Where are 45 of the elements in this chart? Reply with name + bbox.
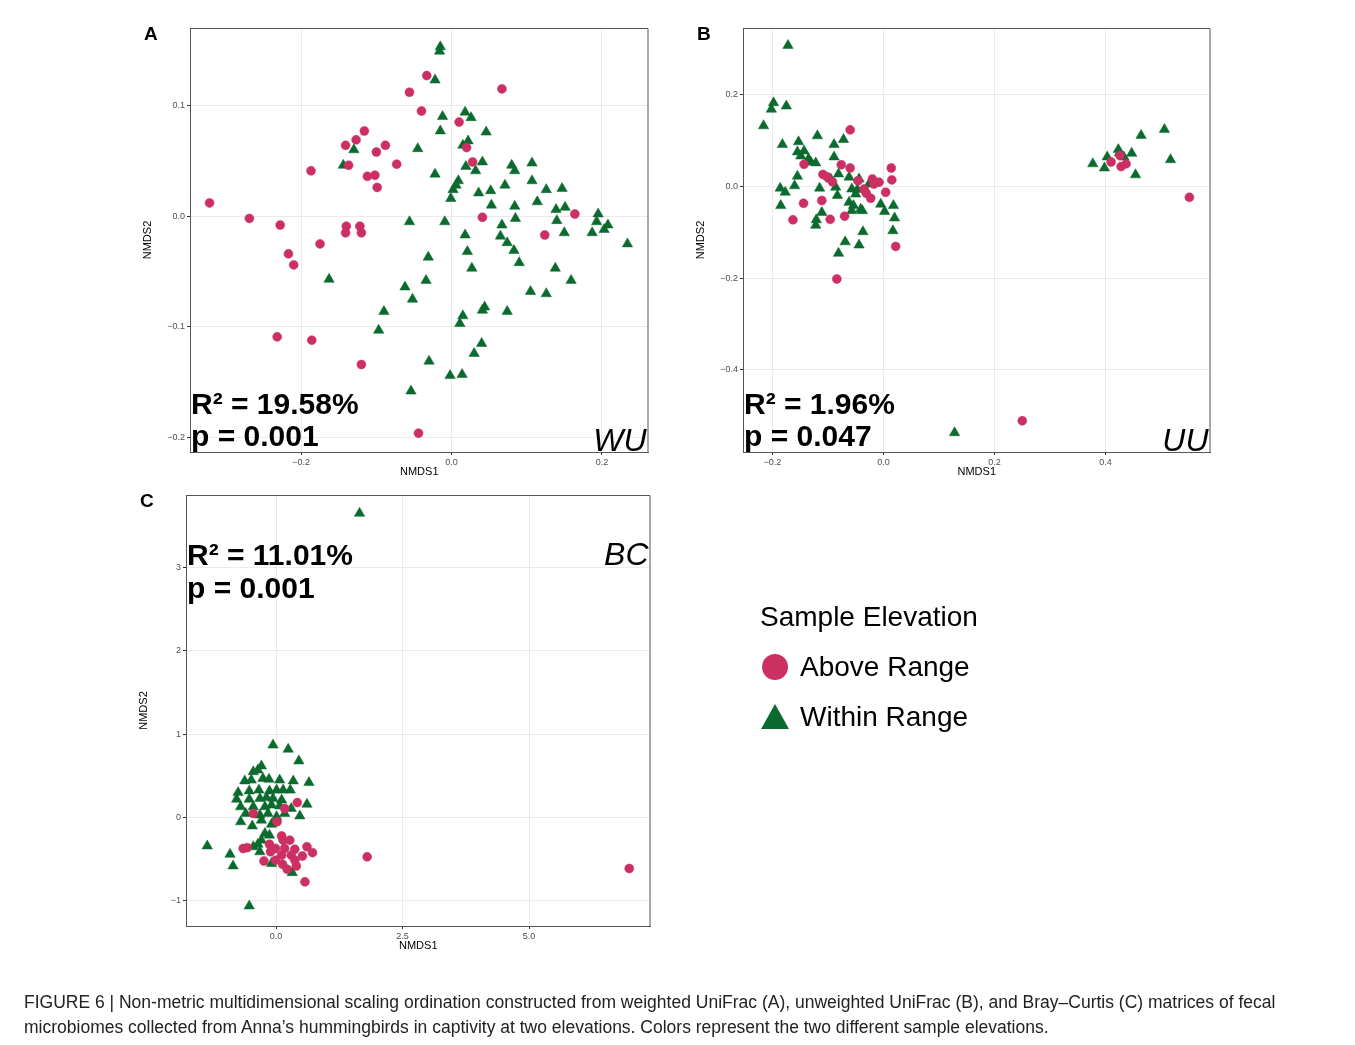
annotation: p = 0.047	[744, 419, 872, 452]
chart-title: C	[140, 490, 154, 512]
legend-label: Within Range	[800, 700, 969, 733]
annotation: p = 0.001	[191, 419, 319, 452]
x-tick-label: 0.4	[1099, 456, 1112, 467]
x-axis-title: NMDS1	[399, 465, 439, 478]
y-tick-label: 1	[175, 728, 181, 739]
x-tick-label: −0.2	[763, 456, 782, 467]
annotation: R² = 11.01%	[187, 538, 353, 571]
x-axis-title: NMDS1	[398, 939, 438, 952]
y-tick-label: 3	[175, 562, 181, 573]
legend-title: Sample Elevation	[760, 600, 978, 633]
y-tick-label: 0.2	[725, 89, 738, 100]
x-tick-label: 2.5	[396, 930, 409, 941]
annotation: BC	[604, 536, 650, 572]
y-tick-label: 0.1	[172, 99, 185, 110]
x-tick-label: 0.0	[445, 456, 458, 467]
legend-label: Above Range	[800, 650, 970, 683]
annotation: p = 0.001	[187, 571, 315, 604]
annotation: UU	[1162, 422, 1210, 458]
annotation: R² = 19.58%	[191, 387, 359, 420]
y-tick-label: −1	[170, 895, 181, 906]
y-tick-label: 0	[175, 812, 181, 823]
y-tick-label: 0.0	[725, 180, 738, 191]
y-axis-title: NMDS2	[136, 691, 149, 730]
caption: FIGURE 6 | Non-metric multidimensional scaling ordination constructed from weighted UniFrac (A), unweighted UniFrac (B), and Bray–Curtis (C) matrices of fecal microbiomes collected from Anna’s hummingbirds in captivity at two elevations. Colors represent the two different sample elevations.	[24, 991, 1277, 1039]
y-tick-label: 2	[175, 645, 181, 656]
y-tick-label: −0.4	[720, 364, 738, 375]
y-axis-title: NMDS2	[140, 220, 153, 260]
y-tick-label: −0.2	[720, 272, 738, 283]
y-axis-title: NMDS2	[693, 220, 706, 260]
y-tick-label: 0.0	[172, 210, 185, 221]
annotation: WU	[593, 422, 648, 458]
chart-title: B	[697, 23, 711, 45]
chart-title: A	[144, 23, 158, 45]
y-tick-label: −0.2	[167, 432, 185, 443]
x-tick-label: 0.0	[877, 456, 890, 467]
x-tick-label: 0.2	[988, 456, 1001, 467]
x-tick-label: 0.0	[269, 930, 283, 941]
annotation: R² = 1.96%	[744, 387, 895, 420]
x-tick-label: −0.2	[292, 456, 311, 467]
y-tick-label: −0.1	[167, 321, 185, 332]
x-tick-label: 0.2	[595, 456, 609, 467]
x-tick-label: 5.0	[522, 930, 536, 941]
x-axis-title: NMDS1	[957, 465, 997, 478]
